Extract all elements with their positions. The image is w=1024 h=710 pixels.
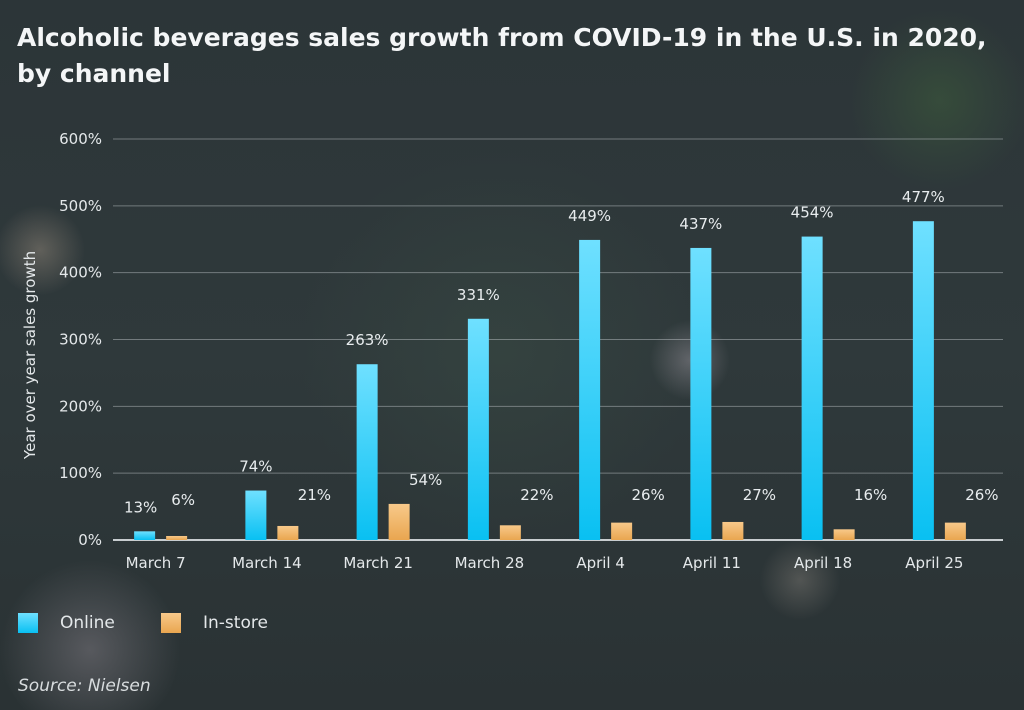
bar-online	[912, 221, 934, 540]
y-tick-label: 100%	[59, 464, 102, 482]
bar-online	[134, 531, 156, 540]
data-label-in-store: 26%	[631, 486, 664, 504]
y-tick-label: 600%	[59, 130, 102, 148]
x-tick-label: March 28	[455, 554, 525, 572]
x-tick-label: April 4	[576, 554, 625, 572]
data-label-in-store: 54%	[409, 471, 442, 489]
y-tick-label: 0%	[78, 531, 102, 549]
x-tick-label: March 21	[343, 554, 413, 572]
x-tick-label: April 11	[683, 554, 741, 572]
data-label-in-store: 27%	[743, 486, 776, 504]
x-tick-label: April 25	[905, 554, 963, 572]
bar-in-store	[388, 503, 410, 540]
bar-online	[467, 318, 489, 540]
x-tick-label: April 18	[794, 554, 852, 572]
bar-in-store	[944, 522, 966, 540]
data-label-online: 74%	[239, 458, 272, 476]
y-tick-label: 300%	[59, 331, 102, 349]
data-label-in-store: 16%	[854, 486, 887, 504]
bar-online	[579, 239, 601, 540]
legend-label-in-store: In-store	[203, 613, 268, 633]
bar-in-store	[499, 525, 521, 540]
x-tick-label: March 14	[232, 554, 302, 572]
data-label-in-store: 21%	[298, 486, 331, 504]
y-axis-label: Year over year sales growth	[21, 251, 39, 460]
bar-in-store	[277, 525, 299, 540]
data-label-online: 449%	[568, 207, 611, 225]
legend-label-online: Online	[60, 613, 115, 633]
y-tick-label: 400%	[59, 264, 102, 282]
bar-online	[356, 364, 378, 540]
bar-in-store	[166, 535, 188, 540]
y-tick-label: 200%	[59, 397, 102, 415]
data-label-online: 477%	[902, 188, 945, 206]
data-label-in-store: 22%	[520, 486, 553, 504]
source-note: Source: Nielsen	[18, 676, 151, 696]
data-label-in-store: 26%	[965, 486, 998, 504]
y-tick-label: 500%	[59, 197, 102, 215]
data-label-online: 454%	[791, 204, 834, 222]
bar-in-store	[833, 529, 855, 540]
bar-in-store	[722, 521, 744, 540]
legend-item-in-store: In-store	[161, 613, 268, 633]
data-label-online: 13%	[124, 498, 157, 516]
data-label-online: 437%	[679, 215, 722, 233]
bar-online	[801, 236, 823, 540]
chart-title: Alcoholic beverages sales growth from CO…	[17, 23, 987, 88]
bar-online	[690, 247, 712, 540]
data-label-in-store: 6%	[171, 491, 195, 509]
legend-item-online: Online	[18, 613, 115, 633]
bar-online	[245, 490, 267, 540]
legend-swatch-online	[18, 613, 38, 633]
x-tick-label: March 7	[126, 554, 186, 572]
bar-in-store	[611, 522, 633, 540]
data-label-online: 263%	[346, 331, 389, 349]
data-label-online: 331%	[457, 286, 500, 304]
legend-swatch-in-store	[161, 613, 181, 633]
